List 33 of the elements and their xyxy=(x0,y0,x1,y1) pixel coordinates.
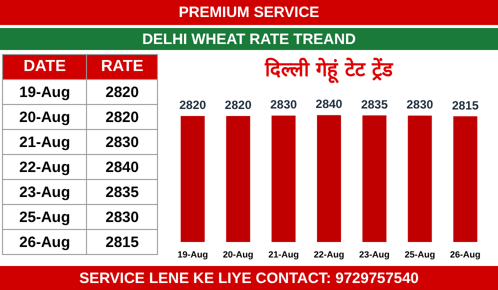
category-label: 25-Aug xyxy=(19,208,70,226)
data-label: 2815 xyxy=(452,98,479,112)
x-tick-label: 25-Aug xyxy=(404,250,436,260)
data-label: 2840 xyxy=(316,97,343,112)
x-tick-label: 20-Aug xyxy=(222,250,254,260)
x-tick-label: 23-Aug xyxy=(359,250,390,260)
x-tick-label: 21-Aug xyxy=(268,250,299,260)
text: 2840 xyxy=(106,158,139,176)
text: 2815 xyxy=(106,234,139,250)
text: DATE xyxy=(2,54,87,80)
category-label: 22-Aug xyxy=(19,158,70,176)
category-label: 23-Aug xyxy=(19,184,70,200)
category-label: 21-Aug xyxy=(19,134,70,150)
text: RATE xyxy=(86,54,158,80)
x-tick-label: 19-Aug xyxy=(177,250,208,260)
data-label: 2830 xyxy=(406,98,434,112)
text: PREMIUM SERVICE xyxy=(0,0,498,25)
text: 2820 xyxy=(106,84,139,100)
text: 2835 xyxy=(106,184,139,200)
category-label: 19-Aug xyxy=(19,84,70,100)
text: 2830 xyxy=(106,208,139,226)
data-label: 2820 xyxy=(179,98,206,112)
x-tick-label: 26-Aug xyxy=(450,250,481,260)
data-label: 2820 xyxy=(224,98,252,112)
text: 2820 xyxy=(106,108,139,126)
chart-subtitle: दिल्ली गेहूं टेट ट्रेंड xyxy=(264,57,394,84)
data-label: 2830 xyxy=(270,98,298,112)
text: SERVICE LENE KE LIYE CONTACT: 9729757540 xyxy=(0,266,498,290)
category-label: 20-Aug xyxy=(19,108,70,126)
text: 2830 xyxy=(106,134,139,150)
data-label: 2835 xyxy=(361,97,388,112)
x-tick-label: 22-Aug xyxy=(314,250,344,260)
chart-title: DELHI WHEAT RATE TREAND xyxy=(0,28,498,50)
